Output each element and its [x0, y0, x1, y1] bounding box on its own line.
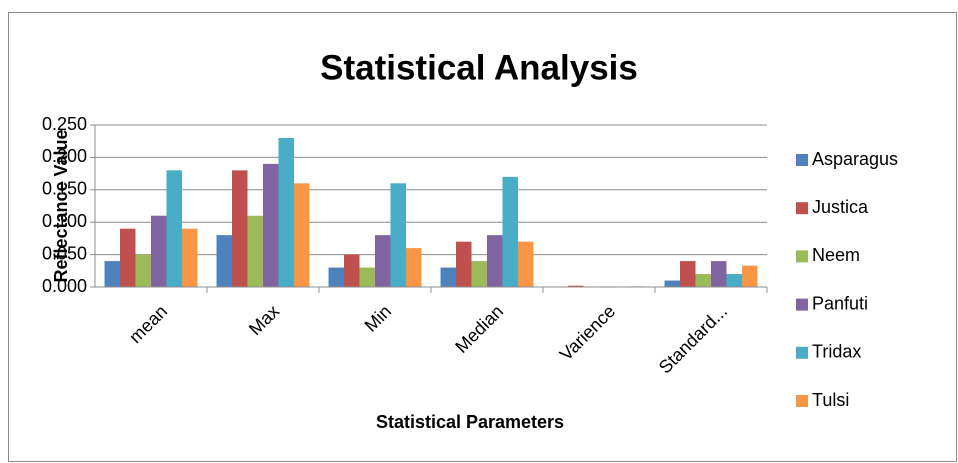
bar	[517, 241, 534, 287]
chart-title: Statistical Analysis	[320, 48, 638, 87]
legend-swatch	[796, 346, 808, 359]
y-tick-label: 0.000	[42, 276, 87, 296]
legend-swatch	[796, 250, 808, 263]
y-tick-label: 0.150	[42, 179, 87, 199]
legend-swatch	[796, 298, 808, 311]
x-axis-label: Statistical Parameters	[376, 412, 564, 432]
legend-label: Asparagus	[812, 149, 898, 169]
bar	[390, 183, 406, 287]
bar	[181, 228, 198, 287]
legend-label: Tulsi	[812, 390, 849, 410]
bar	[471, 261, 487, 287]
legend-swatch	[796, 202, 808, 215]
legend-label: Tridax	[812, 342, 861, 362]
bar	[741, 265, 758, 287]
bar	[375, 235, 391, 287]
y-axis-label: Reflectance Value	[51, 129, 71, 282]
bar	[359, 267, 375, 287]
y-tick-label: 0.250	[42, 114, 87, 134]
legend-label: Panfuti	[812, 293, 868, 313]
bar	[278, 137, 294, 287]
bar	[726, 274, 742, 287]
bar	[695, 274, 711, 287]
bar	[151, 215, 167, 287]
bar	[135, 254, 151, 287]
bar	[664, 280, 681, 287]
y-tick-label: 0.200	[42, 146, 87, 166]
bar	[104, 261, 121, 287]
bar	[440, 267, 457, 287]
bar	[216, 235, 233, 287]
bar	[502, 176, 518, 287]
legend-swatch	[796, 395, 808, 407]
legend-swatch	[796, 154, 808, 166]
bar	[568, 285, 584, 287]
y-tick-label: 0.100	[42, 211, 87, 231]
legend-label: Justica	[812, 197, 869, 217]
bar	[263, 163, 279, 287]
bar	[328, 267, 345, 287]
bar	[293, 183, 310, 287]
bar	[344, 254, 360, 287]
y-tick-label: 0.050	[42, 243, 87, 263]
bar	[120, 228, 136, 287]
bar	[247, 215, 263, 287]
bar	[166, 170, 182, 287]
bar	[232, 170, 248, 287]
bar	[456, 241, 472, 287]
bar	[680, 261, 696, 287]
legend-label: Neem	[812, 245, 860, 265]
bar	[405, 248, 422, 287]
bar	[487, 235, 503, 287]
bar	[711, 261, 727, 287]
